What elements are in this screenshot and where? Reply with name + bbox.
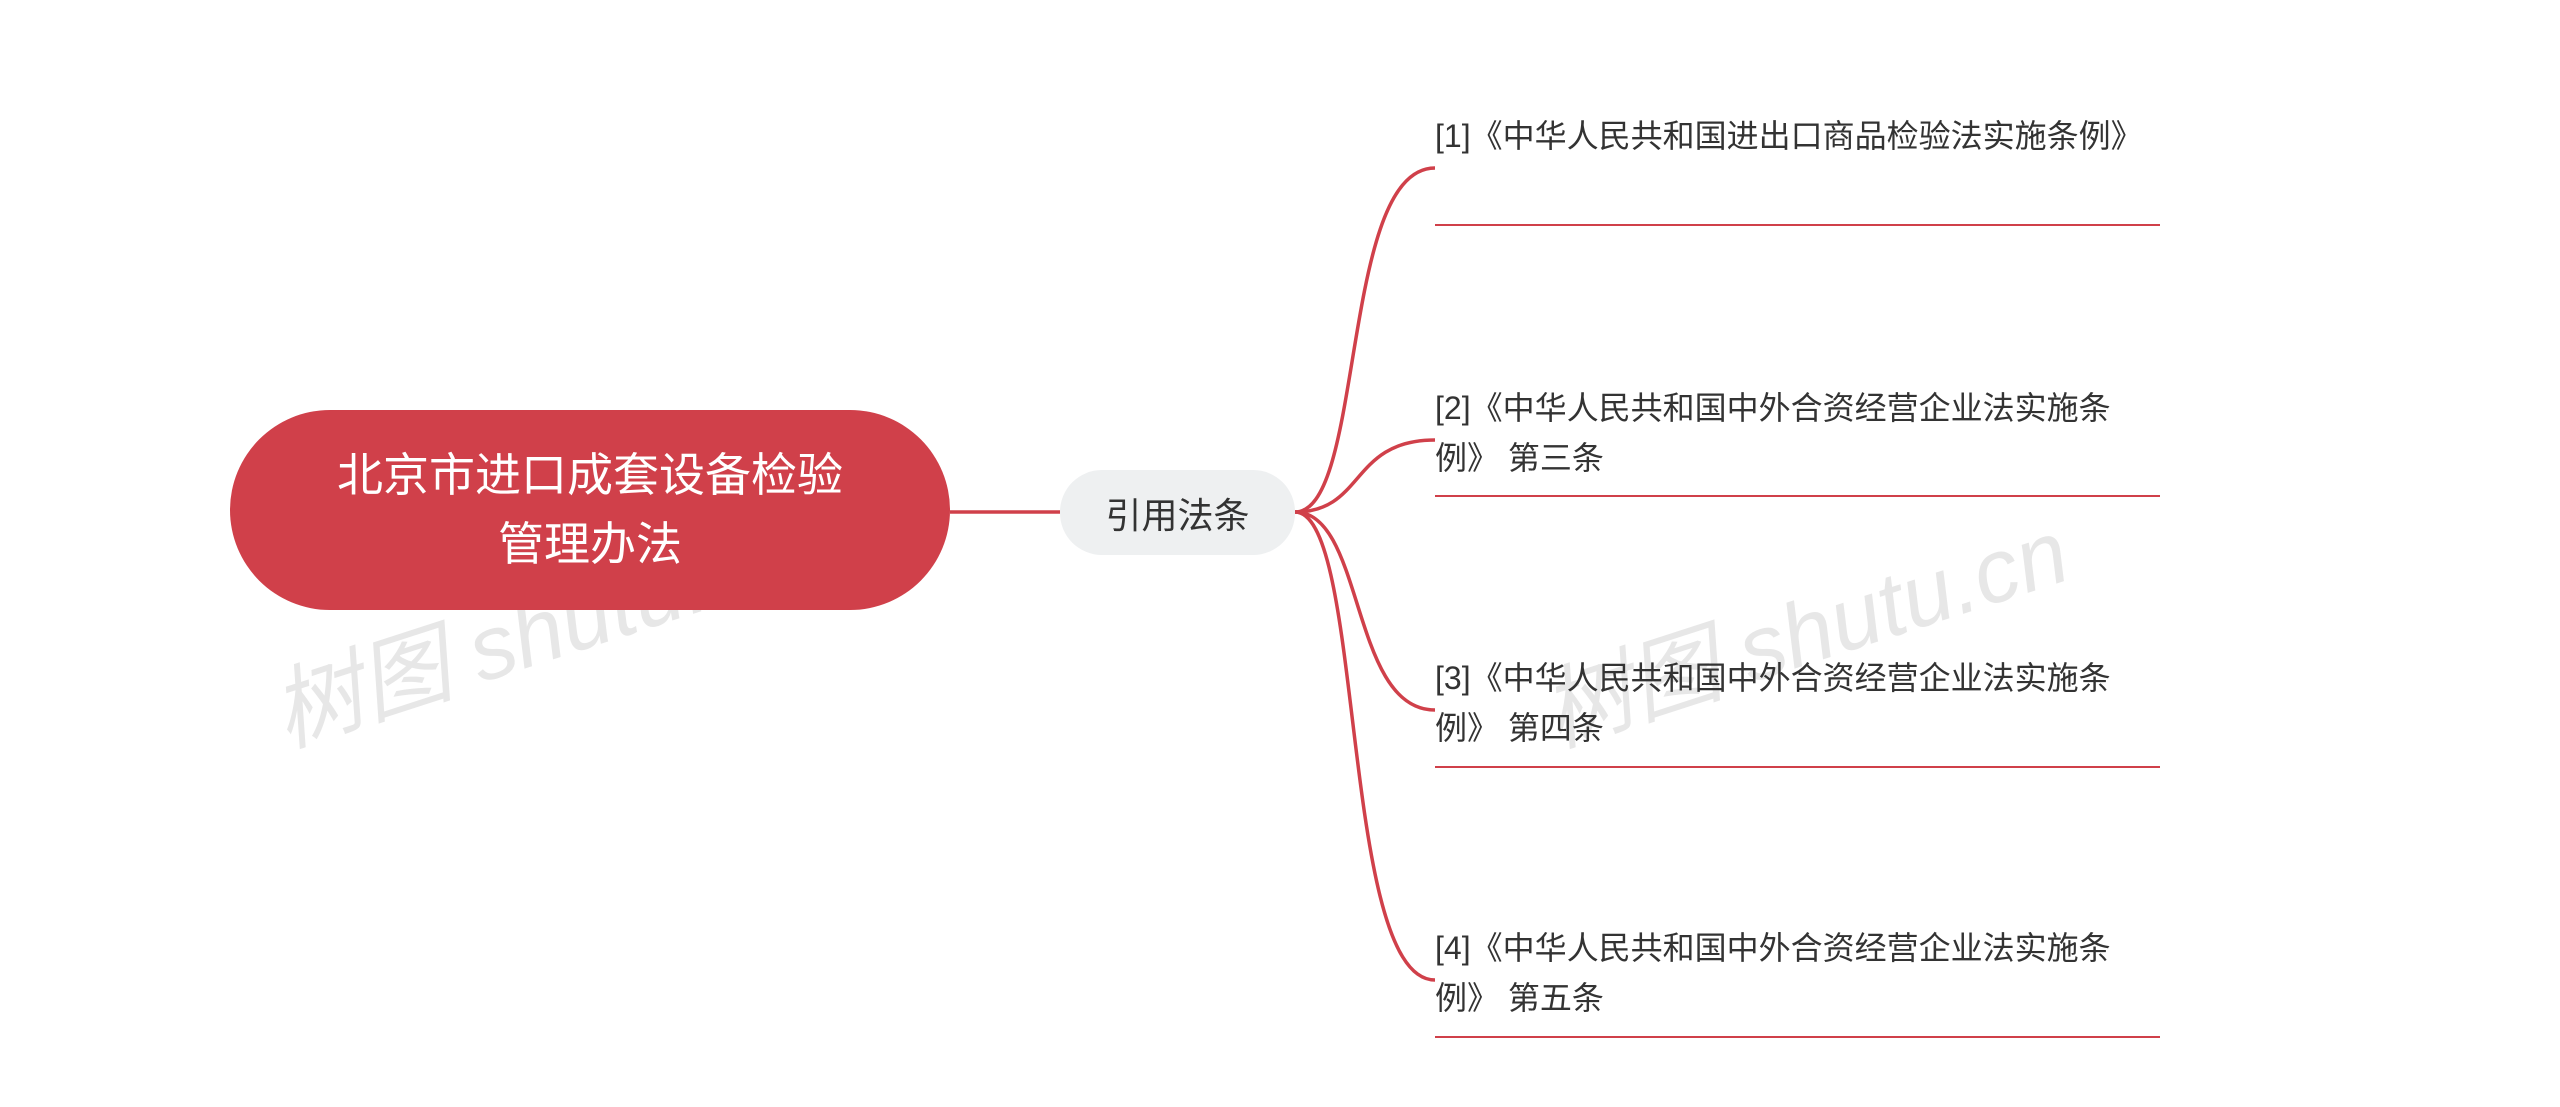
sub-node[interactable]: 引用法条 — [1060, 470, 1295, 555]
sub-node-label: 引用法条 — [1105, 487, 1249, 539]
leaf-underline-4 — [1435, 1036, 2160, 1038]
root-node[interactable]: 北京市进口成套设备检验 管理办法 — [230, 410, 950, 610]
leaf-underline-1 — [1435, 224, 2160, 226]
sub-to-leaf-2-curve — [1295, 440, 1435, 512]
leaf-node-4[interactable]: [4]《中华人民共和国中外合资经营企业法实施条例》 第五条 — [1435, 924, 2155, 1023]
leaf-node-3[interactable]: [3]《中华人民共和国中外合资经营企业法实施条例》 第四条 — [1435, 654, 2155, 753]
root-node-label: 北京市进口成套设备检验 管理办法 — [337, 441, 843, 579]
leaf-node-3-label: [3]《中华人民共和国中外合资经营企业法实施条例》 第四条 — [1435, 660, 2111, 746]
leaf-node-1[interactable]: [1]《中华人民共和国进出口商品检验法实施条例》 — [1435, 112, 2155, 162]
leaf-node-2-label: [2]《中华人民共和国中外合资经营企业法实施条例》 第三条 — [1435, 390, 2111, 476]
sub-to-leaf-3-curve — [1295, 512, 1435, 710]
mindmap-canvas: 树图 shutu.cn 树图 shutu.cn 北京市进口成套设备检验 管理办法… — [0, 0, 2560, 1107]
sub-to-leaf-1-curve — [1295, 168, 1435, 512]
sub-to-leaf-4-curve — [1295, 512, 1435, 980]
leaf-underline-2 — [1435, 495, 2160, 497]
leaf-node-4-label: [4]《中华人民共和国中外合资经营企业法实施条例》 第五条 — [1435, 930, 2111, 1016]
leaf-node-1-label: [1]《中华人民共和国进出口商品检验法实施条例》 — [1435, 118, 2143, 154]
leaf-node-2[interactable]: [2]《中华人民共和国中外合资经营企业法实施条例》 第三条 — [1435, 384, 2155, 483]
leaf-underline-3 — [1435, 766, 2160, 768]
